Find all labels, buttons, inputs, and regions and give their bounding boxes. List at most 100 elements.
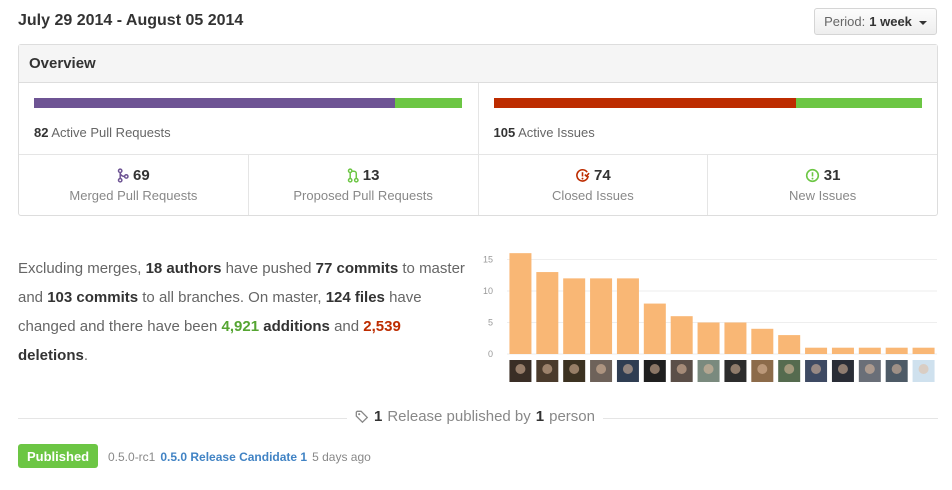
author-commit-bar[interactable] <box>831 347 854 354</box>
merged-pull-requests-count: 69 <box>133 167 150 184</box>
issue-opened-icon <box>805 168 819 183</box>
deletions-count: 2,539 <box>363 318 401 335</box>
author-commit-bar[interactable] <box>724 322 747 354</box>
author-commit-bar[interactable] <box>697 322 720 354</box>
author-commit-bar[interactable] <box>751 328 774 354</box>
avatar-face <box>569 364 580 374</box>
summary-text-part: to master and <box>18 260 465 306</box>
date-range-title: July 29 2014 - August 05 2014 <box>18 12 244 29</box>
commit-summary-text: Excluding merges, 18 authors have pushed… <box>18 254 468 370</box>
active-pull-requests-count: 82 <box>34 125 49 140</box>
summary-text-part: . <box>83 347 89 364</box>
files-changed-count: 124 files <box>325 289 385 306</box>
release-count: 1 <box>374 408 383 425</box>
period-value: 1 week <box>869 14 912 29</box>
caret-down-icon <box>918 20 927 25</box>
merged-bar-segment <box>34 98 396 108</box>
tag-icon <box>355 410 369 423</box>
overview-summary-row: 82 Active Pull Requests 105 Active Issue… <box>19 83 937 155</box>
commits-by-author-chart: 0 5 10 15 <box>483 253 937 382</box>
author-commit-bar[interactable] <box>616 278 639 354</box>
author-commit-bar[interactable] <box>590 278 613 354</box>
avatar-face <box>730 364 741 374</box>
avatar-face <box>891 364 902 374</box>
period-select-button[interactable]: Period: 1 week <box>814 8 937 35</box>
overview-panel: Overview 82 Active Pull Requests 105 Act… <box>18 44 938 216</box>
stat-proposed-pull-requests[interactable]: 13 Proposed Pull Requests <box>247 155 478 215</box>
period-label: Period: <box>824 14 866 29</box>
active-pull-requests-label: Active Pull Requests <box>51 125 171 140</box>
avatar-face <box>811 364 822 374</box>
avatar-face <box>864 364 875 374</box>
avatar-face <box>596 364 607 374</box>
author-commit-bar[interactable] <box>912 347 935 354</box>
new-issues-label: New Issues <box>789 188 857 203</box>
stat-merged-pull-requests[interactable]: 69 Merged Pull Requests <box>19 155 248 215</box>
avatar-face <box>622 364 633 374</box>
avatar-face <box>649 364 660 374</box>
closed-issues-count: 74 <box>594 167 611 184</box>
active-pull-requests-text: 82 Active Pull Requests <box>34 125 463 140</box>
avatar-face <box>757 364 768 374</box>
issues-bar <box>493 98 923 108</box>
summary-text-part: to all branches. On master, <box>138 289 326 306</box>
proposed-pull-requests-label: Proposed Pull Requests <box>293 188 433 203</box>
author-commit-bar[interactable] <box>805 347 828 354</box>
active-issues-count: 105 <box>493 125 516 140</box>
release-summary: 1 Release published by 1 person <box>347 408 603 425</box>
author-commit-bar[interactable] <box>885 347 908 354</box>
closed-bar-segment <box>493 98 796 108</box>
release-time: 5 days ago <box>312 450 371 464</box>
avatar-face <box>918 364 929 374</box>
y-tick-label: 10 <box>483 286 493 296</box>
author-commit-bar[interactable] <box>563 278 586 354</box>
overview-stats-row: 69 Merged Pull Requests 13 Proposed Pull… <box>19 155 937 215</box>
release-item: 0.5.0-rc1 0.5.0 Release Candidate 1 5 da… <box>108 450 371 464</box>
summary-text-part: and <box>329 318 364 335</box>
release-title-link[interactable]: 0.5.0 Release Candidate 1 <box>160 450 308 464</box>
author-commit-bar[interactable] <box>858 347 881 354</box>
author-commit-bar[interactable] <box>536 272 559 354</box>
stat-new-issues[interactable]: 31 New Issues <box>707 155 937 215</box>
avatar-face <box>837 364 848 374</box>
master-commits-count: 77 commits <box>315 260 399 277</box>
release-person-count: 1 <box>535 408 545 425</box>
avatar-face <box>676 364 687 374</box>
overview-title: Overview <box>19 45 937 83</box>
author-commit-bar[interactable] <box>670 316 693 354</box>
summary-text-part: have pushed <box>221 260 316 277</box>
y-tick-label: 15 <box>483 254 493 264</box>
deletions-word: deletions <box>18 347 84 364</box>
avatar-face <box>542 364 553 374</box>
pull-requests-summary[interactable]: 82 Active Pull Requests <box>19 83 478 154</box>
release-text-end: person <box>549 408 595 425</box>
issue-closed-icon <box>576 168 590 182</box>
author-commit-bar[interactable] <box>509 253 532 354</box>
new-bar-segment <box>795 98 922 108</box>
proposed-pull-requests-count: 13 <box>362 167 380 184</box>
y-tick-label: 5 <box>488 317 493 327</box>
active-issues-label: Active Issues <box>518 125 595 140</box>
issues-summary[interactable]: 105 Active Issues <box>477 83 938 154</box>
git-pull-request-icon <box>347 168 359 183</box>
y-tick-label: 0 <box>488 349 493 359</box>
avatar-face <box>515 364 526 374</box>
additions-count: 4,921 <box>221 318 260 335</box>
additions-word: additions <box>259 318 330 335</box>
release-tag: 0.5.0-rc1 <box>108 450 156 464</box>
all-branches-commits-count: 103 commits <box>47 289 139 306</box>
stat-closed-issues[interactable]: 74 Closed Issues <box>477 155 708 215</box>
proposed-bar-segment <box>395 98 463 108</box>
active-issues-text: 105 Active Issues <box>494 125 923 140</box>
author-commit-bar[interactable] <box>643 303 666 354</box>
pull-requests-bar <box>34 98 463 108</box>
git-merge-icon <box>117 168 129 183</box>
merged-pull-requests-label: Merged Pull Requests <box>69 188 198 203</box>
avatar-face <box>784 364 795 374</box>
author-commit-bar[interactable] <box>778 335 801 354</box>
closed-issues-label: Closed Issues <box>552 188 634 203</box>
summary-text-part: Excluding merges, <box>18 260 146 277</box>
summary-text-part: have changed and there have been <box>18 289 422 335</box>
avatar-face <box>703 364 714 374</box>
new-issues-count: 31 <box>823 167 841 184</box>
